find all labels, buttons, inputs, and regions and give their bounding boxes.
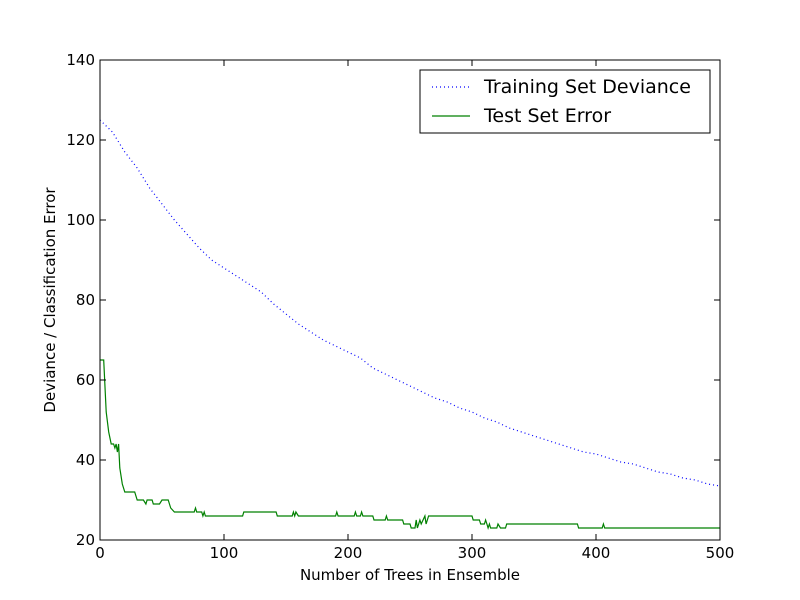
- legend: Training Set Deviance Test Set Error: [419, 69, 711, 134]
- y-tick-label: 80: [76, 291, 95, 309]
- y-tick-label: 40: [76, 451, 95, 469]
- series-line-training-deviance: [99, 119, 721, 487]
- x-tick-label: 0: [95, 544, 105, 562]
- legend-label-test: Test Set Error: [483, 105, 611, 127]
- x-axis-label: Number of Trees in Ensemble: [300, 566, 520, 584]
- y-tick-label: 140: [66, 51, 95, 69]
- x-tick-label: 100: [210, 544, 239, 562]
- legend-box: [419, 69, 711, 134]
- series-layer: [99, 119, 721, 531]
- x-tick-label: 500: [706, 544, 735, 562]
- x-tick-label: 300: [458, 544, 487, 562]
- tick-layer: 0 100 200 300 400 500 20 40 60 80 100 120 140: [66, 51, 734, 562]
- y-tick-label: 20: [76, 531, 95, 549]
- y-tick-label: 60: [76, 371, 95, 389]
- x-tick-label: 400: [582, 544, 611, 562]
- y-tick-label: 120: [66, 131, 95, 149]
- series-line-test-error: [100, 359, 720, 531]
- x-tick-label: 200: [334, 544, 363, 562]
- legend-label-training: Training Set Deviance: [483, 76, 691, 98]
- y-axis-label: Deviance / Classification Error: [41, 187, 59, 413]
- plot-background: [100, 60, 720, 540]
- y-tick-label: 100: [66, 211, 95, 229]
